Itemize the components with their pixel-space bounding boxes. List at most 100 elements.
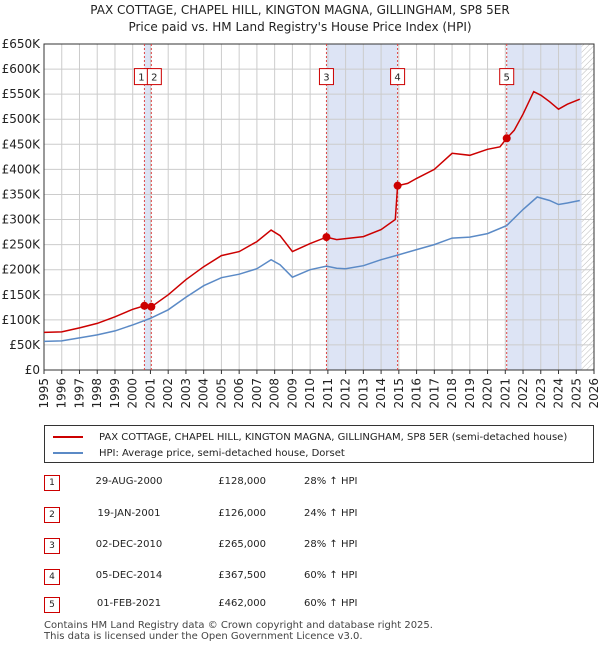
price-chart: £0 £50K £100K £150K £200K £250K £300K £350K £400… bbox=[2, 37, 600, 409]
chart-title: PAX COTTAGE, CHAPEL HILL, KINGTON MAGNA,… bbox=[0, 2, 600, 36]
x-tick-label: 2012 bbox=[339, 378, 353, 409]
row-price: £128,000 bbox=[218, 476, 266, 487]
future-hatch bbox=[581, 44, 594, 370]
x-tick-label: 2018 bbox=[445, 378, 459, 409]
x-tick-label: 2016 bbox=[410, 378, 424, 409]
y-tick-label: £200K bbox=[2, 263, 42, 277]
table-row: 5 01-FEB-2021 £462,000 60% ↑ HPI bbox=[44, 597, 444, 613]
sale-label-box bbox=[146, 68, 162, 86]
y-tick-label: £50K bbox=[9, 338, 41, 352]
sale-point bbox=[393, 181, 402, 190]
row-number-badge: 5 bbox=[44, 597, 60, 613]
x-tick-label: 2003 bbox=[179, 378, 193, 409]
x-tick-label: 2014 bbox=[374, 378, 388, 409]
title-line-1: PAX COTTAGE, CHAPEL HILL, KINGTON MAGNA,… bbox=[90, 3, 510, 17]
row-date: 02-DEC-2010 bbox=[95, 539, 163, 550]
row-price: £265,000 bbox=[218, 539, 266, 550]
x-tick-label: 1998 bbox=[90, 378, 104, 409]
plot-frame bbox=[43, 43, 595, 371]
sale-label-number: 1 bbox=[138, 73, 144, 84]
legend-item-property: PAX COTTAGE, CHAPEL HILL, KINGTON MAGNA,… bbox=[53, 430, 567, 444]
x-tick-label: 2010 bbox=[303, 378, 317, 409]
sale-label-number: 5 bbox=[504, 73, 510, 84]
x-tick-label: 1995 bbox=[37, 378, 51, 409]
footer-line-1: Contains HM Land Registry data © Crown c… bbox=[44, 620, 433, 631]
row-hpi: 28% ↑ HPI bbox=[304, 539, 358, 550]
x-tick-label: 2019 bbox=[463, 378, 477, 409]
y-tick-label: £150K bbox=[2, 288, 42, 302]
row-price: £126,000 bbox=[218, 508, 266, 519]
plot-area bbox=[44, 44, 594, 370]
table-row: 1 29-AUG-2000 £128,000 28% ↑ HPI bbox=[44, 475, 444, 491]
sale-label-number: 3 bbox=[323, 73, 329, 84]
legend-label-hpi: HPI: Average price, semi-detached house,… bbox=[99, 447, 345, 459]
table-row: 4 05-DEC-2014 £367,500 60% ↑ HPI bbox=[44, 569, 444, 585]
x-tick-label: 2001 bbox=[143, 378, 157, 409]
legend-swatch-hpi bbox=[53, 452, 83, 454]
x-tick-label: 2017 bbox=[427, 378, 441, 409]
row-date: 19-JAN-2001 bbox=[97, 508, 161, 519]
hpi-line bbox=[43, 196, 580, 343]
x-tick-label: 2005 bbox=[214, 378, 228, 409]
ownership-shade bbox=[326, 44, 398, 370]
x-tick-label: 2013 bbox=[356, 378, 370, 409]
y-tick-label: £300K bbox=[2, 213, 42, 227]
chart-legend: PAX COTTAGE, CHAPEL HILL, KINGTON MAGNA,… bbox=[44, 425, 594, 463]
ownership-shade bbox=[144, 44, 152, 370]
row-date: 05-DEC-2014 bbox=[95, 570, 163, 581]
row-number-badge: 4 bbox=[44, 569, 60, 585]
row-number-badge: 2 bbox=[44, 507, 60, 523]
x-tick-label: 2007 bbox=[250, 378, 264, 409]
footer-attribution: Contains HM Land Registry data © Crown c… bbox=[44, 620, 433, 642]
sale-point bbox=[140, 301, 149, 310]
y-tick-label: £500K bbox=[2, 112, 42, 126]
sale-label-box bbox=[318, 68, 334, 86]
table-row: 3 02-DEC-2010 £265,000 28% ↑ HPI bbox=[44, 538, 444, 554]
row-date: 29-AUG-2000 bbox=[95, 476, 163, 487]
sale-label-number: 2 bbox=[151, 73, 157, 84]
x-tick-label: 1997 bbox=[72, 378, 86, 409]
row-hpi: 60% ↑ HPI bbox=[304, 570, 358, 581]
y-tick-label: £0 bbox=[25, 363, 40, 377]
x-tick-label: 2025 bbox=[569, 378, 583, 409]
y-tick-label: £550K bbox=[2, 87, 42, 101]
x-tick-label: 1996 bbox=[55, 378, 69, 409]
x-tick-label: 2021 bbox=[498, 378, 512, 409]
table-row: 2 19-JAN-2001 £126,000 24% ↑ HPI bbox=[44, 507, 444, 523]
row-price: £367,500 bbox=[218, 570, 266, 581]
x-tick-label: 2020 bbox=[481, 378, 495, 409]
x-tick-label: 2000 bbox=[126, 378, 140, 409]
x-tick-label: 2026 bbox=[587, 378, 600, 409]
row-hpi: 24% ↑ HPI bbox=[304, 508, 358, 519]
sale-point bbox=[147, 302, 156, 311]
row-hpi: 28% ↑ HPI bbox=[304, 476, 358, 487]
x-tick-label: 2022 bbox=[516, 378, 530, 409]
x-tick-label: 2024 bbox=[552, 378, 566, 409]
sale-point bbox=[322, 233, 331, 242]
row-number-badge: 1 bbox=[44, 475, 60, 491]
sale-label-number: 4 bbox=[394, 73, 400, 84]
ownership-shade bbox=[506, 44, 582, 370]
row-price: £462,000 bbox=[218, 598, 266, 609]
x-tick-label: 2009 bbox=[285, 378, 299, 409]
x-tick-label: 2002 bbox=[161, 378, 175, 409]
footer-line-2: This data is licensed under the Open Gov… bbox=[44, 631, 363, 642]
title-line-2: Price paid vs. HM Land Registry's House … bbox=[128, 20, 472, 34]
y-tick-label: £250K bbox=[2, 238, 42, 252]
legend-item-hpi: HPI: Average price, semi-detached house,… bbox=[53, 446, 345, 460]
legend-label-property: PAX COTTAGE, CHAPEL HILL, KINGTON MAGNA,… bbox=[99, 431, 568, 443]
y-tick-label: £350K bbox=[2, 187, 42, 201]
x-tick-label: 2011 bbox=[321, 378, 335, 409]
sale-label-box bbox=[390, 68, 406, 86]
y-tick-label: £450K bbox=[2, 137, 42, 151]
y-tick-label: £100K bbox=[2, 313, 42, 327]
row-date: 01-FEB-2021 bbox=[96, 598, 162, 609]
x-tick-label: 1999 bbox=[108, 378, 122, 409]
x-tick-label: 2023 bbox=[534, 378, 548, 409]
legend-swatch-property bbox=[53, 436, 83, 438]
x-tick-label: 2006 bbox=[232, 378, 246, 409]
row-hpi: 60% ↑ HPI bbox=[304, 598, 358, 609]
y-tick-label: £600K bbox=[2, 62, 42, 76]
sale-label-box bbox=[499, 68, 515, 86]
y-tick-label: £650K bbox=[2, 37, 42, 51]
